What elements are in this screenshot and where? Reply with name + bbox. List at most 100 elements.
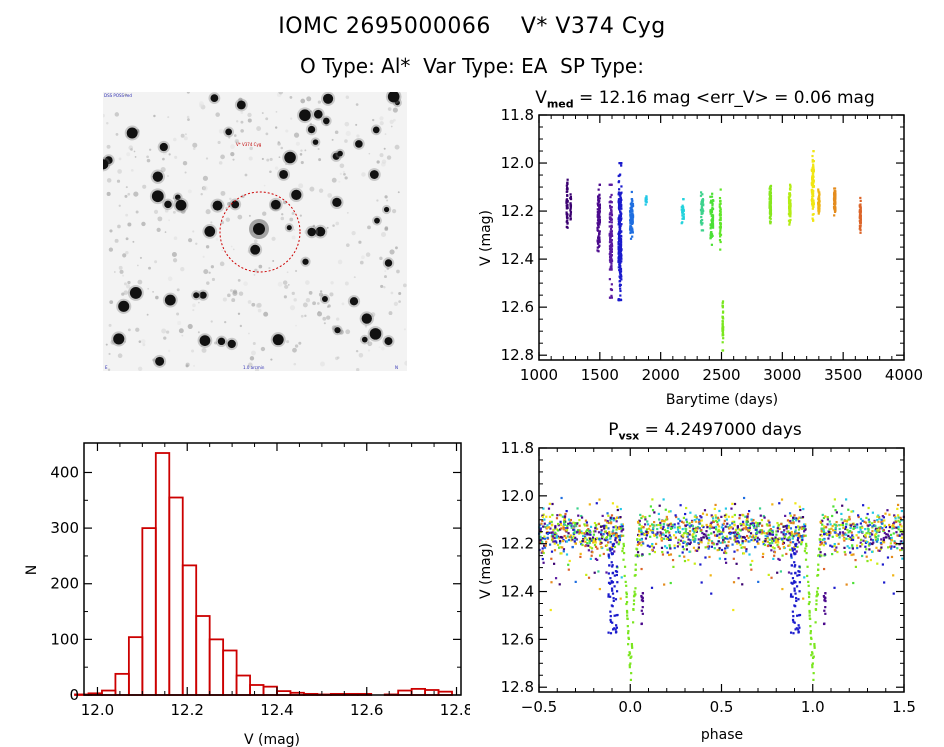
phase-curve-point xyxy=(869,538,873,541)
phase-curve-point xyxy=(640,609,643,612)
phase-curve-point xyxy=(701,512,705,515)
phase-curve-point xyxy=(616,505,619,508)
light-curve-point xyxy=(812,213,815,216)
light-curve-point xyxy=(858,216,862,219)
phase-curve-point xyxy=(619,525,622,529)
finder-faint-star xyxy=(358,353,364,358)
phase-curve-point xyxy=(612,526,615,529)
phase-curve-point xyxy=(655,524,658,527)
light-curve-point xyxy=(721,349,725,352)
phase-curve-point xyxy=(808,593,811,596)
light-curve-point xyxy=(700,219,703,222)
light-curve-point xyxy=(788,192,791,195)
finder-bright-star xyxy=(334,327,341,334)
finder-bright-star xyxy=(199,291,207,299)
phase-curve-point xyxy=(738,517,741,520)
finder-faint-star xyxy=(172,210,176,214)
phase-curve-point xyxy=(881,563,884,566)
phase-curve-point xyxy=(897,519,900,522)
light-curve-point xyxy=(619,224,622,227)
finder-faint-star xyxy=(251,350,256,356)
light-curve-point xyxy=(617,220,620,223)
phase-curve-point xyxy=(665,537,669,541)
phase-curve-point xyxy=(590,539,594,542)
x-tick-label: 12.8 xyxy=(440,701,470,719)
phase-curve-point xyxy=(629,662,632,665)
phase-curve-point xyxy=(541,557,544,561)
finder-faint-star xyxy=(353,276,356,279)
phase-curve-point xyxy=(657,512,660,516)
phase-curve-point xyxy=(551,531,554,534)
phase-curve-point xyxy=(548,515,552,518)
phase-curve-point xyxy=(637,542,641,545)
phase-curve-point xyxy=(733,550,736,553)
phase-curve-point xyxy=(641,612,644,615)
phase-curve-point xyxy=(609,535,613,538)
phase-curve-point xyxy=(656,527,659,531)
phase-curve-point xyxy=(716,523,719,526)
phase-curve-point xyxy=(798,533,801,536)
finder-faint-star xyxy=(323,322,326,325)
phase-curve-point xyxy=(673,526,676,529)
phase-curve-point xyxy=(753,536,756,540)
finder-faint-star xyxy=(115,132,119,136)
phase-curve-point xyxy=(543,546,547,549)
phase-curve-point xyxy=(706,526,709,529)
phase-curve-points xyxy=(538,496,905,681)
phase-curve-point xyxy=(807,591,810,594)
finder-faint-star xyxy=(345,130,351,137)
phase-curve-point xyxy=(587,544,590,547)
finder-bright-star xyxy=(129,286,142,299)
phase-curve-point xyxy=(839,523,842,527)
finder-faint-star xyxy=(306,96,312,102)
finder-faint-star xyxy=(272,259,275,262)
phase-curve-point xyxy=(596,527,599,530)
phase-curve-point xyxy=(609,595,612,598)
phase-curve-point xyxy=(861,530,864,534)
phase-curve-point xyxy=(566,535,569,538)
phase-curve-point xyxy=(789,533,792,536)
finder-faint-star xyxy=(380,231,387,238)
finder-faint-star xyxy=(318,311,320,313)
finder-faint-star xyxy=(118,204,121,207)
phase-curve-point xyxy=(555,541,558,544)
phase-curve-point xyxy=(812,672,815,675)
finder-faint-star xyxy=(298,183,304,189)
phase-curve-point xyxy=(588,503,591,506)
phase-curve-point xyxy=(859,545,862,548)
light-curve-point xyxy=(610,231,613,234)
light-curve-point xyxy=(681,206,685,209)
phase-curve-point xyxy=(568,559,571,563)
phase-curve-point xyxy=(688,542,691,546)
finder-faint-star xyxy=(114,112,120,117)
phase-curve-point xyxy=(640,533,643,536)
phase-curve-title: Pvsx = 4.2497000 days xyxy=(470,420,940,442)
phase-curve-point xyxy=(838,536,841,539)
phase-curve-point xyxy=(610,517,613,520)
finder-faint-star xyxy=(392,118,396,122)
finder-faint-star xyxy=(342,170,346,174)
phase-curve-point xyxy=(612,519,615,522)
phase-curve-point xyxy=(678,526,681,529)
phase-curve-point xyxy=(636,548,639,551)
phase-curve-point xyxy=(567,522,570,525)
finder-faint-star xyxy=(384,195,388,199)
finder-faint-star xyxy=(274,126,278,129)
light-curve-point xyxy=(608,241,612,244)
finder-faint-star xyxy=(337,259,343,265)
phase-curve-point xyxy=(591,537,594,541)
phase-curve-point xyxy=(607,593,610,596)
phase-curve-point xyxy=(877,549,880,552)
phase-curve-point xyxy=(787,544,790,547)
finder-faint-star xyxy=(187,189,192,194)
phase-curve-point xyxy=(835,546,838,549)
phase-curve-point xyxy=(803,534,806,537)
phase-curve-point xyxy=(868,532,871,535)
finder-faint-star xyxy=(376,160,380,164)
finder-faint-star xyxy=(238,291,244,296)
finder-bright-star xyxy=(374,217,380,224)
phase-curve-point xyxy=(606,548,609,551)
finder-bright-star xyxy=(383,206,390,213)
finder-faint-star xyxy=(140,339,146,344)
light-curve-point xyxy=(788,199,791,203)
